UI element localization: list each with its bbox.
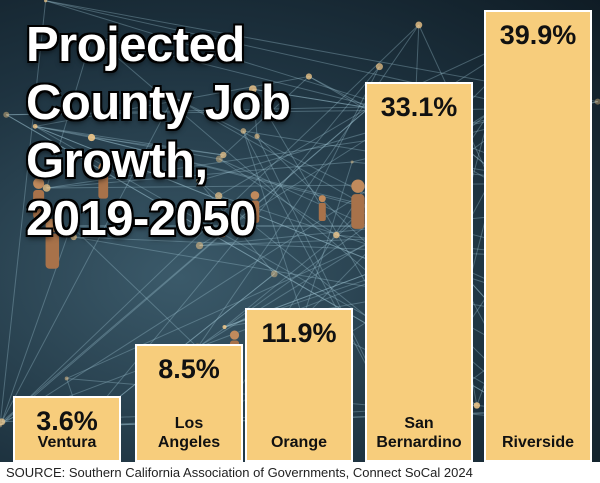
title-line-2: County Job xyxy=(26,76,291,130)
bar-san-bernardino: 33.1% San Bernardino xyxy=(365,82,473,462)
bar-category-label: Riverside xyxy=(501,434,575,451)
bar-ventura: 3.6% Ventura xyxy=(13,396,121,462)
bar-value-label: 8.5% xyxy=(158,354,220,384)
source-note: SOURCE: Southern California Association … xyxy=(6,465,473,480)
title-line-4: 2019-2050 xyxy=(26,192,256,246)
bar-orange: 11.9% Orange xyxy=(245,308,353,462)
bar-value-label: 33.1% xyxy=(380,92,458,122)
bar-riverside: 39.9% Riverside xyxy=(484,10,592,462)
bar-value-label: 39.9% xyxy=(499,20,577,50)
chart-frame: Projected County Job Growth, 2019-2050 3… xyxy=(0,0,600,462)
bar-category-label: San Bernardino xyxy=(376,415,462,451)
bar-category-label: Ventura xyxy=(37,434,97,451)
bar-category-label: Orange xyxy=(270,434,327,451)
title-line-3: Growth, xyxy=(26,134,208,188)
title-line-1: Projected xyxy=(26,18,245,72)
bar-los-angeles: 8.5% Los Angeles xyxy=(135,344,243,462)
bar-category-label: Los Angeles xyxy=(157,415,221,451)
bar-value-label: 3.6% xyxy=(36,406,98,436)
chart-title: Projected County Job Growth, 2019-2050 xyxy=(26,16,291,248)
bar-value-label: 11.9% xyxy=(261,318,337,348)
